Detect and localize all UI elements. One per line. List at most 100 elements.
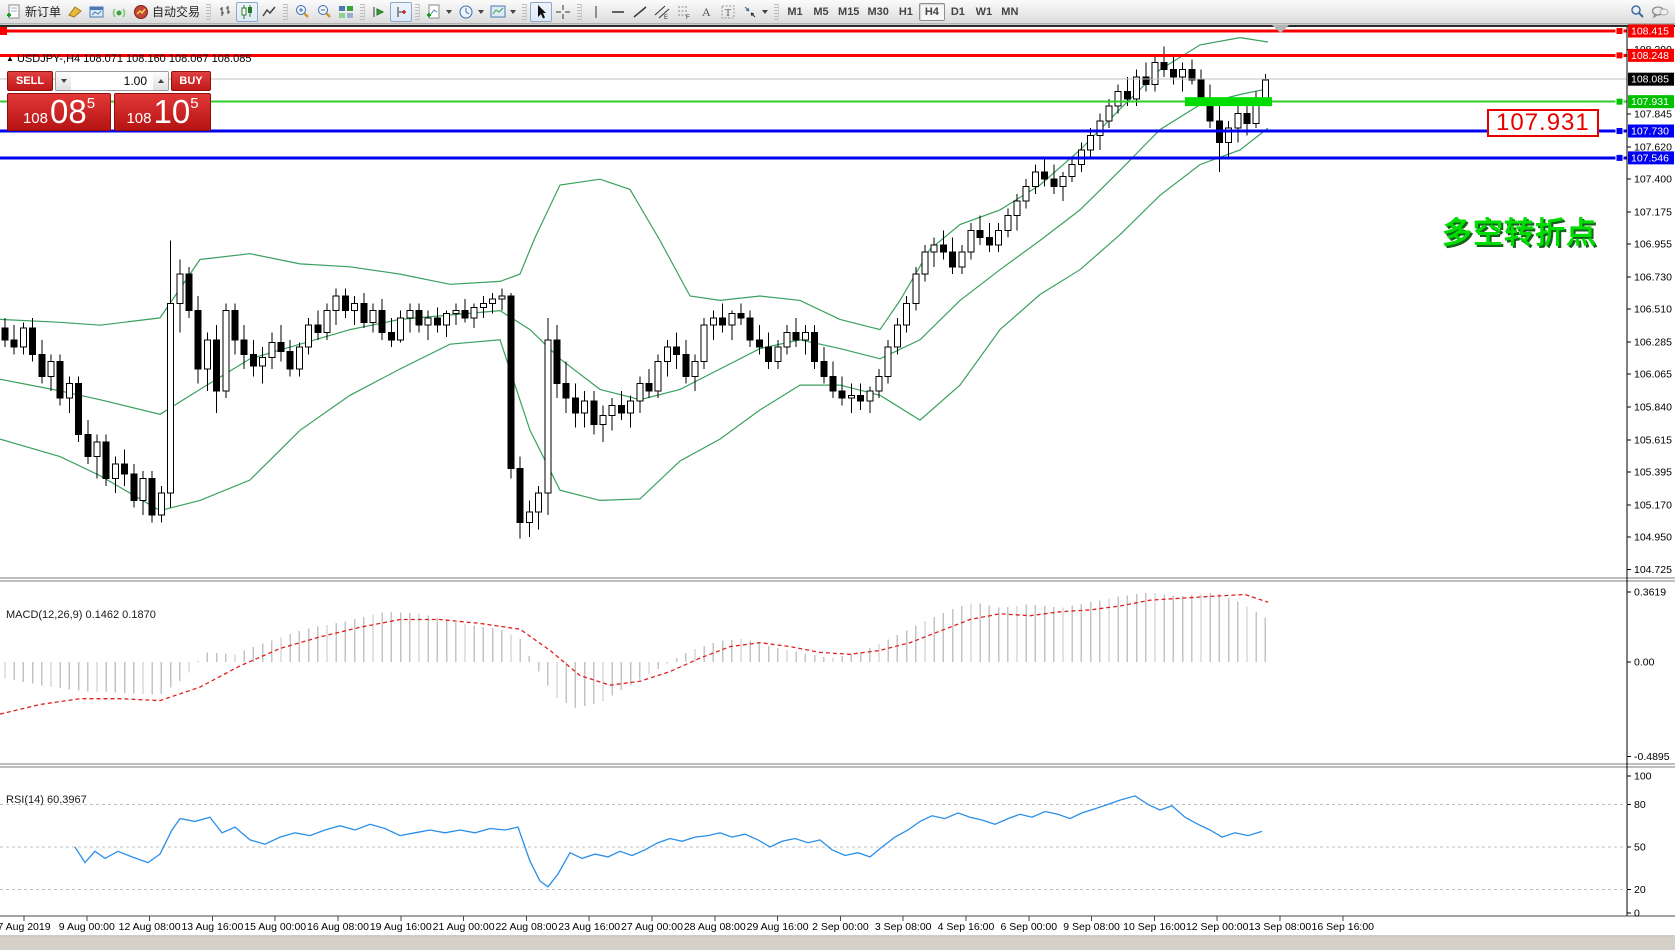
clock-icon <box>459 5 473 18</box>
candle-bear <box>240 339 248 355</box>
candle-bull <box>663 346 671 363</box>
timeframe-button-w1[interactable]: W1 <box>975 5 993 18</box>
sell-price-button[interactable]: 108 08 5 <box>7 93 111 131</box>
candle-bull <box>1261 79 1269 100</box>
axis-label: 107.546 <box>1631 152 1669 164</box>
timeframe-button-m5[interactable]: M5 <box>813 5 829 18</box>
price-chart[interactable]: 108.290107.845107.620107.400107.175106.9… <box>0 24 1675 950</box>
vertical-line-tool-button[interactable] <box>585 2 607 22</box>
axis-price-label-bg <box>1628 124 1674 138</box>
chart-shift-button[interactable] <box>390 1 413 22</box>
cursor-tool-button[interactable] <box>530 1 553 22</box>
candle-bull <box>443 313 451 326</box>
channel-tool-button[interactable]: E <box>651 2 673 22</box>
candle-bear <box>148 477 156 516</box>
timeframe-button-m30[interactable]: M30 <box>867 5 889 18</box>
candle-bull <box>397 317 405 341</box>
price-level-tag[interactable]: 107.931 <box>1487 109 1599 137</box>
time-axis-label: 27 Aug 00:00 <box>621 921 683 933</box>
candle-bear <box>553 339 561 385</box>
buy-price-main: 10 <box>153 93 191 130</box>
autotrading-button[interactable]: 自动交易 <box>130 2 203 22</box>
axis-label: -0.4895 <box>1634 751 1670 763</box>
search-button[interactable] <box>1626 2 1648 22</box>
templates-dropdown-button[interactable] <box>487 2 519 22</box>
candle-bear <box>249 353 257 367</box>
candle-bull <box>424 317 432 326</box>
chart-window: 108.290107.845107.620107.400107.175106.9… <box>0 24 1675 950</box>
timeframe-button-m15[interactable]: M15 <box>838 5 860 18</box>
dropdown-arrow-icon <box>762 9 769 14</box>
candle-bull <box>1133 76 1141 100</box>
volume-decrease-button[interactable] <box>56 72 71 90</box>
line-chart-mode-button[interactable] <box>258 2 280 22</box>
arrows-dropdown-button[interactable] <box>739 2 771 22</box>
candle-chart-icon <box>241 4 253 19</box>
line-handle[interactable] <box>0 27 7 35</box>
candle-bear <box>56 361 64 399</box>
indicators-dropdown-button[interactable] <box>423 2 455 22</box>
timeframe-button-h4[interactable]: H4 <box>918 2 945 21</box>
time-axis-label: 23 Aug 16:00 <box>558 921 620 933</box>
candle-bull <box>608 404 616 417</box>
tile-windows-button[interactable] <box>335 2 357 22</box>
buy-price-button[interactable]: 108 10 5 <box>114 93 211 131</box>
new-order-button[interactable]: 新订单 <box>3 2 64 22</box>
collapse-arrow-icon[interactable]: ▲ <box>6 54 14 63</box>
zoom-out-button[interactable] <box>313 2 335 22</box>
highlight-zone[interactable] <box>1185 97 1272 107</box>
time-axis-label: 15 Aug 00:00 <box>244 921 306 933</box>
axis-price-label-bg <box>1628 24 1674 38</box>
signals-button[interactable] <box>108 2 130 22</box>
axis-label: 105.840 <box>1634 401 1672 413</box>
sell-button[interactable]: SELL <box>7 71 53 91</box>
candle-bull <box>1234 112 1242 129</box>
timeframe-button-mn[interactable]: MN <box>1001 5 1019 18</box>
candle-bear <box>1197 79 1205 100</box>
periods-dropdown-button[interactable] <box>455 2 487 22</box>
candle-bull <box>93 441 101 458</box>
text-label-tool-button[interactable]: T <box>717 2 739 22</box>
candle-chart-mode-button[interactable] <box>236 1 259 22</box>
candle-bear <box>341 295 349 312</box>
axis-label: 108.085 <box>1631 74 1669 86</box>
profiles-button[interactable] <box>64 2 86 22</box>
horizontal-line-tool-button[interactable] <box>607 2 629 22</box>
buy-price-pip: 5 <box>190 95 199 112</box>
volume-increase-button[interactable] <box>153 72 168 90</box>
timeframe-group: M1 M5 M15 M30 H1 H4 D1 W1 MN <box>782 2 1023 21</box>
rsi-indicator-label: RSI(14) 60.3967 <box>6 794 87 806</box>
timeframe-button-m1[interactable]: M1 <box>787 5 803 18</box>
axis-label: 107.400 <box>1634 174 1672 186</box>
candle-bull <box>691 361 699 377</box>
candle-bull <box>305 324 313 348</box>
market-watch-button[interactable] <box>86 2 108 22</box>
buy-button[interactable]: BUY <box>171 71 211 91</box>
candle-bull <box>801 331 809 341</box>
candle-bear <box>829 375 837 392</box>
bar-chart-mode-button[interactable] <box>214 2 236 22</box>
fibonacci-tool-button[interactable]: F <box>673 2 695 22</box>
crosshair-tool-button[interactable] <box>552 2 574 22</box>
candle-bear <box>194 310 202 370</box>
axis-label: 107.845 <box>1634 109 1672 121</box>
candle-bear <box>231 310 239 341</box>
candle-bull <box>1059 175 1067 187</box>
candle-bull <box>452 310 460 315</box>
candle-bear <box>985 237 993 246</box>
volume-input[interactable] <box>71 72 153 90</box>
candle-bull <box>884 346 892 377</box>
text-tool-button[interactable]: A <box>695 2 717 22</box>
search-icon <box>1631 4 1644 18</box>
candle-bear <box>378 310 386 333</box>
candle-bear <box>84 434 92 458</box>
candle-bear <box>571 397 579 414</box>
auto-scroll-button[interactable] <box>368 2 390 22</box>
timeframe-button-h1[interactable]: H1 <box>898 5 913 18</box>
arrow-objects-icon <box>744 6 756 17</box>
timeframe-button-d1[interactable]: D1 <box>950 5 965 18</box>
chat-button[interactable] <box>1648 2 1672 22</box>
candle-bull <box>1004 215 1012 231</box>
zoom-in-button[interactable] <box>291 2 313 22</box>
trendline-tool-button[interactable] <box>629 2 651 22</box>
